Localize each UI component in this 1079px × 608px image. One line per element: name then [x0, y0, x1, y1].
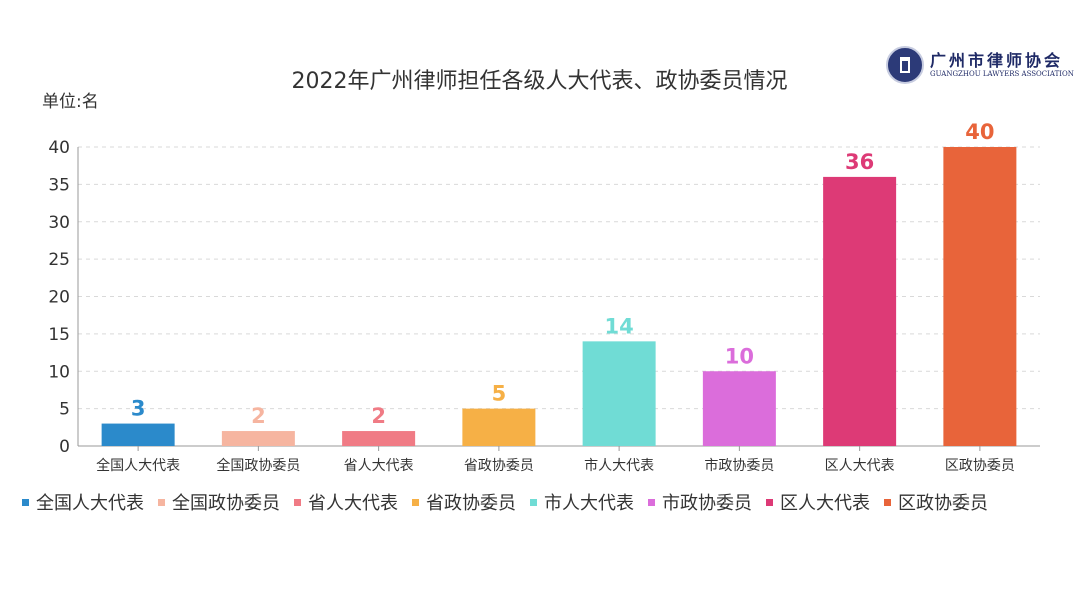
logo-name-cn: 广州市律师协会: [930, 51, 1064, 70]
legend-item: 区人大代表: [766, 489, 870, 515]
y-tick-label: 0: [59, 437, 70, 457]
bar: [823, 176, 897, 446]
y-tick-label: 20: [48, 288, 70, 308]
data-label: 40: [965, 120, 994, 144]
x-tick-label: 市人大代表: [584, 457, 654, 474]
legend-label: 市人大代表: [544, 493, 634, 514]
x-tick-label: 区政协委员: [945, 458, 1015, 474]
logo-name-en: GUANGZHOU LAWYERS ASSOCIATION: [930, 70, 1074, 78]
y-tick-label: 10: [48, 362, 70, 382]
y-tick-label: 35: [48, 175, 70, 195]
legend-item: 省政协委员: [412, 489, 516, 515]
x-tick-label: 全国政协委员: [216, 457, 300, 474]
legend-swatch: [648, 498, 655, 506]
data-label: 14: [605, 314, 634, 338]
legend-label: 省政协委员: [426, 493, 516, 514]
legend-item: 市人大代表: [530, 489, 634, 515]
x-tick-label: 省政协委员: [464, 458, 534, 474]
legend-swatch: [158, 498, 165, 506]
y-tick-label: 30: [48, 213, 70, 233]
legend-label: 省人大代表: [308, 493, 398, 514]
legend-swatch: [22, 498, 29, 506]
bar: [342, 431, 416, 446]
data-label: 36: [845, 150, 874, 174]
bar: [943, 147, 1017, 446]
legend-label: 全国政协委员: [172, 493, 280, 514]
x-tick-label: 全国人大代表: [96, 457, 180, 474]
y-tick-label: 15: [48, 325, 70, 345]
data-label: 2: [251, 404, 266, 428]
bar: [702, 371, 776, 446]
legend-swatch: [884, 498, 891, 506]
legend-swatch: [530, 498, 537, 506]
chart-legend: 全国人大代表 全国政协委员 省人大代表 省政协委员 市人大代表 市政协委员 区人大代表 区政协…: [22, 489, 1072, 515]
legend-item: 全国人大代表: [22, 489, 144, 515]
unit-label: 单位:名: [42, 92, 99, 112]
bar: [101, 423, 175, 446]
legend-label: 市政协委员: [662, 493, 752, 514]
legend-item: 全国政协委员: [158, 489, 280, 515]
data-label: 3: [131, 397, 146, 421]
bar: [221, 431, 295, 446]
legend-label: 区政协委员: [898, 493, 988, 514]
legend-swatch: [766, 498, 773, 506]
y-tick-label: 25: [48, 250, 70, 270]
legend-item: 区政协委员: [884, 489, 988, 515]
legend-label: 区人大代表: [780, 493, 870, 514]
legend-item: 市政协委员: [648, 489, 752, 515]
legend-label: 全国人大代表: [36, 493, 144, 514]
y-tick-label: 40: [48, 138, 70, 158]
chart-title: 2022年广州律师担任各级人大代表、政协委员情况: [291, 69, 788, 94]
x-tick-label: 区人大代表: [825, 458, 895, 474]
bar: [582, 341, 656, 446]
legend-swatch: [412, 498, 419, 506]
lawyers-association-seal-icon: [886, 46, 924, 84]
legend-item: 省人大代表: [294, 489, 398, 515]
bar: [462, 408, 536, 446]
y-tick-label: 5: [59, 400, 70, 420]
data-label: 10: [725, 344, 754, 368]
legend-swatch: [294, 498, 301, 506]
x-tick-label: 市政协委员: [704, 457, 774, 474]
association-logo: 广州市律师协会 GUANGZHOU LAWYERS ASSOCIATION: [886, 46, 1074, 88]
data-label: 5: [492, 382, 507, 406]
x-tick-label: 省人大代表: [344, 458, 414, 474]
data-label: 2: [371, 404, 386, 428]
